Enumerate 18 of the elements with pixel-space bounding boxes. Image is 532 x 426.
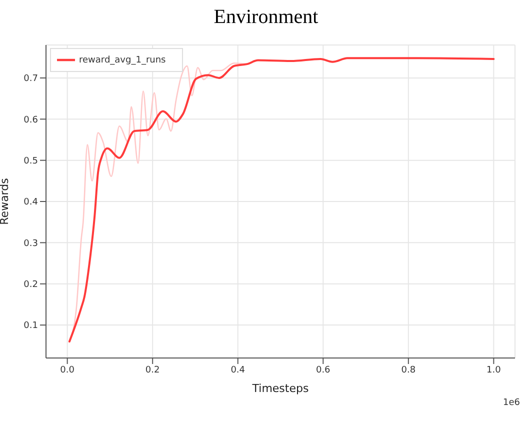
x-tick-label: 0.4	[230, 365, 246, 376]
y-axis-title: Rewards	[0, 178, 11, 225]
y-tick-label: 0.5	[24, 156, 38, 167]
x-tick-label: 0.2	[145, 365, 160, 376]
x-axis-title: Timesteps	[251, 382, 309, 395]
text: 1e6	[503, 398, 520, 408]
x-tick-label: 0.8	[401, 365, 416, 376]
legend-label: reward_avg_1_runs	[79, 55, 166, 66]
x-tick-label: 0.0	[60, 365, 75, 376]
y-tick-label: 0.1	[24, 321, 38, 332]
x-tick-label: 1.0	[486, 365, 502, 376]
x-tick-label: 0.6	[316, 365, 331, 376]
y-tick-label: 0.7	[24, 74, 38, 84]
y-tick-label: 0.4	[24, 198, 38, 208]
y-tick-label: 0.6	[24, 115, 38, 126]
y-tick-label: 0.2	[24, 280, 38, 290]
chart-title: Environment	[212, 6, 320, 29]
y-tick-label: 0.3	[24, 238, 38, 249]
